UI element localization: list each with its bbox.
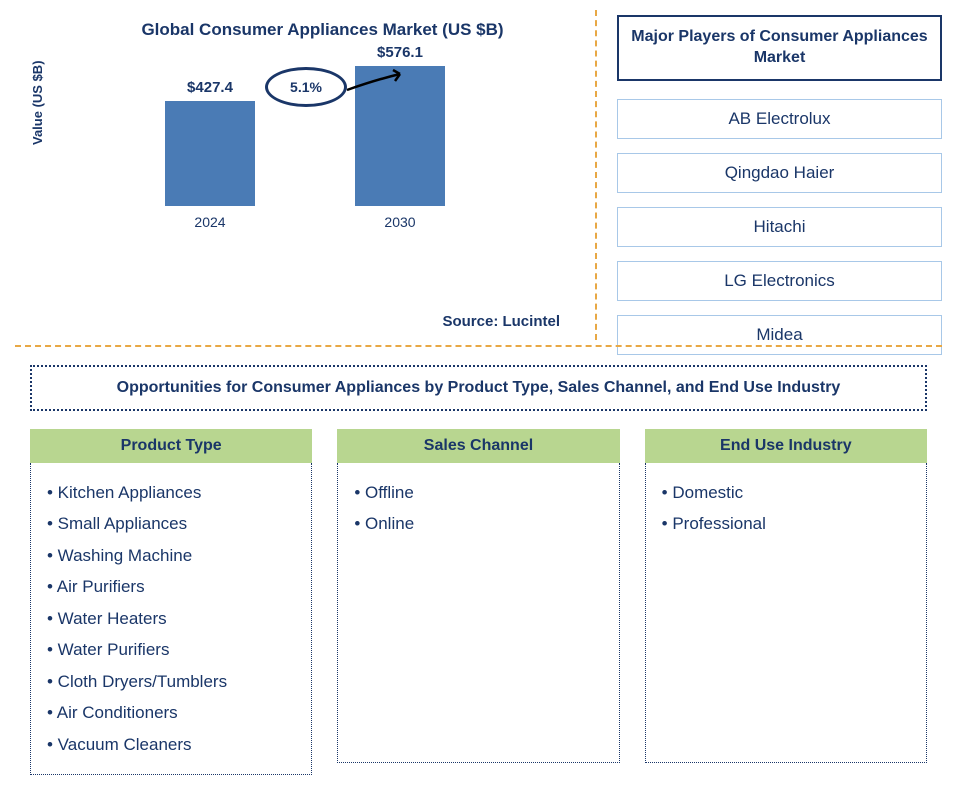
column-sales-channel: Sales Channel • Offline• Online bbox=[337, 429, 619, 775]
column-end-use: End Use Industry • Domestic• Professiona… bbox=[645, 429, 927, 775]
list-item: • Offline bbox=[354, 477, 602, 508]
list-item: • Small Appliances bbox=[47, 508, 295, 539]
bar-value-label: $427.4 bbox=[187, 79, 233, 96]
chart-area: Value (US $B) 5.1% $427.4 2024 $576.1 bbox=[15, 60, 580, 260]
chart-source: Source: Lucintel bbox=[442, 313, 560, 330]
player-item: AB Electrolux bbox=[617, 99, 942, 139]
list-item: • Cloth Dryers/Tumblers bbox=[47, 666, 295, 697]
list-item: • Online bbox=[354, 508, 602, 539]
bar-2024: $427.4 2024 bbox=[150, 79, 270, 230]
x-category-label: 2030 bbox=[384, 214, 415, 230]
players-panel: Major Players of Consumer Appliances Mar… bbox=[602, 10, 942, 340]
column-body: • Offline• Online bbox=[337, 463, 619, 763]
list-item: • Air Conditioners bbox=[47, 697, 295, 728]
list-item: • Air Purifiers bbox=[47, 571, 295, 602]
list-item: • Professional bbox=[662, 508, 910, 539]
list-item: • Kitchen Appliances bbox=[47, 477, 295, 508]
player-item: LG Electronics bbox=[617, 261, 942, 301]
chart-title: Global Consumer Appliances Market (US $B… bbox=[65, 20, 580, 40]
player-item: Hitachi bbox=[617, 207, 942, 247]
list-item: • Water Heaters bbox=[47, 603, 295, 634]
top-section: Global Consumer Appliances Market (US $B… bbox=[15, 10, 942, 340]
opportunities-title: Opportunities for Consumer Appliances by… bbox=[30, 365, 927, 411]
vertical-divider bbox=[595, 10, 597, 340]
list-item: • Vacuum Cleaners bbox=[47, 729, 295, 760]
column-body: • Domestic• Professional bbox=[645, 463, 927, 763]
cagr-oval: 5.1% bbox=[265, 67, 347, 107]
player-item: Qingdao Haier bbox=[617, 153, 942, 193]
list-item: • Water Purifiers bbox=[47, 634, 295, 665]
player-item: Midea bbox=[617, 315, 942, 355]
opportunities-columns: Product Type • Kitchen Appliances• Small… bbox=[15, 429, 942, 775]
x-category-label: 2024 bbox=[194, 214, 225, 230]
players-title: Major Players of Consumer Appliances Mar… bbox=[617, 15, 942, 81]
bar bbox=[165, 101, 255, 206]
growth-arrow-icon bbox=[345, 68, 415, 98]
list-item: • Washing Machine bbox=[47, 540, 295, 571]
column-header: Sales Channel bbox=[337, 429, 619, 463]
column-body: • Kitchen Appliances• Small Appliances• … bbox=[30, 463, 312, 775]
y-axis-label: Value (US $B) bbox=[30, 60, 45, 145]
column-product-type: Product Type • Kitchen Appliances• Small… bbox=[30, 429, 312, 775]
column-header: Product Type bbox=[30, 429, 312, 463]
horizontal-divider bbox=[15, 345, 942, 347]
column-header: End Use Industry bbox=[645, 429, 927, 463]
chart-panel: Global Consumer Appliances Market (US $B… bbox=[15, 10, 590, 340]
list-item: • Domestic bbox=[662, 477, 910, 508]
bar-value-label: $576.1 bbox=[377, 44, 423, 61]
